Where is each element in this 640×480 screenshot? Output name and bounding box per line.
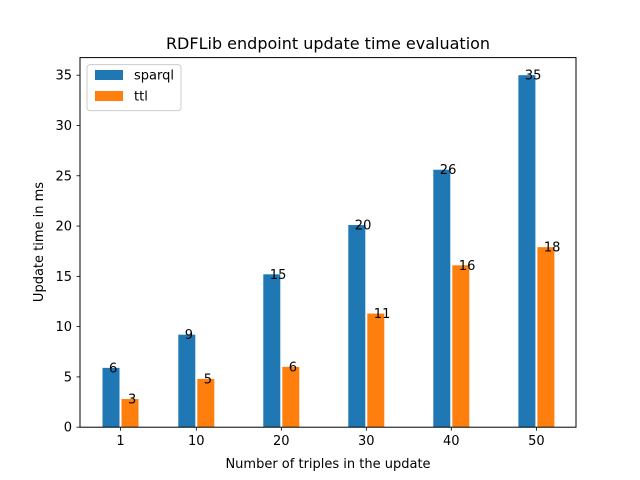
bar-sparql-30 xyxy=(348,225,366,428)
x-tick-label-30: 30 xyxy=(358,434,375,449)
y-tick-label-15: 15 xyxy=(55,270,72,285)
legend-swatch-ttl xyxy=(95,91,123,101)
bar-ttl-20 xyxy=(282,366,300,428)
x-tick-label-20: 20 xyxy=(273,434,290,449)
y-axis-title: Update time in ms xyxy=(32,182,47,302)
legend-label-ttl: ttl xyxy=(134,90,148,105)
data-label-sparql-50: 35 xyxy=(525,69,542,84)
x-tick-label-1: 1 xyxy=(116,434,124,449)
bar-sparql-1 xyxy=(102,367,120,428)
data-label-ttl-40: 16 xyxy=(459,259,476,274)
plot-area-frame xyxy=(79,57,577,428)
y-tick-label-20: 20 xyxy=(55,220,72,235)
chart-title: RDFLib endpoint update time evaluation xyxy=(166,34,490,53)
bar-ttl-10 xyxy=(197,378,215,428)
data-label-sparql-20: 15 xyxy=(270,268,287,283)
x-tick-label-40: 40 xyxy=(443,434,460,449)
data-label-ttl-50: 18 xyxy=(544,241,561,256)
y-axis: 0 5 10 15 20 25 30 35 xyxy=(55,69,80,436)
x-axis-title: Number of triples in the update xyxy=(225,457,430,472)
data-label-ttl-20: 6 xyxy=(289,360,297,375)
legend-swatch-sparql xyxy=(95,70,123,80)
data-label-sparql-30: 20 xyxy=(355,219,372,234)
legend: sparql ttl xyxy=(86,64,182,112)
y-tick-label-5: 5 xyxy=(64,370,72,385)
bar-sparql-10 xyxy=(178,334,196,428)
data-label-sparql-40: 26 xyxy=(440,163,457,178)
bar-ttl-1 xyxy=(121,399,139,428)
bar-sparql-50 xyxy=(518,75,536,428)
data-label-ttl-30: 11 xyxy=(374,307,391,322)
x-tick-label-50: 50 xyxy=(528,434,545,449)
data-label-ttl-1: 3 xyxy=(128,393,136,408)
x-tick-label-10: 10 xyxy=(188,434,205,449)
y-tick-label-25: 25 xyxy=(55,169,72,184)
y-tick-label-10: 10 xyxy=(55,320,72,335)
x-axis: 1 10 20 30 40 50 xyxy=(116,427,545,449)
bar-sparql-40 xyxy=(433,169,451,428)
data-label-ttl-10: 5 xyxy=(204,372,212,387)
y-tick-label-35: 35 xyxy=(55,69,72,84)
y-tick-label-0: 0 xyxy=(64,421,72,436)
legend-label-sparql: sparql xyxy=(134,69,174,84)
bar-ttl-50 xyxy=(537,247,555,428)
bar-ttl-30 xyxy=(367,313,385,428)
y-tick-label-30: 30 xyxy=(55,119,72,134)
bar-sparql-20 xyxy=(263,274,281,428)
bars-layer xyxy=(102,75,555,428)
data-label-sparql-10: 9 xyxy=(185,328,193,343)
data-label-sparql-1: 6 xyxy=(109,361,117,376)
bar-ttl-40 xyxy=(452,265,470,428)
data-labels-layer: 6 3 9 5 15 6 20 11 26 16 35 18 xyxy=(109,69,560,408)
